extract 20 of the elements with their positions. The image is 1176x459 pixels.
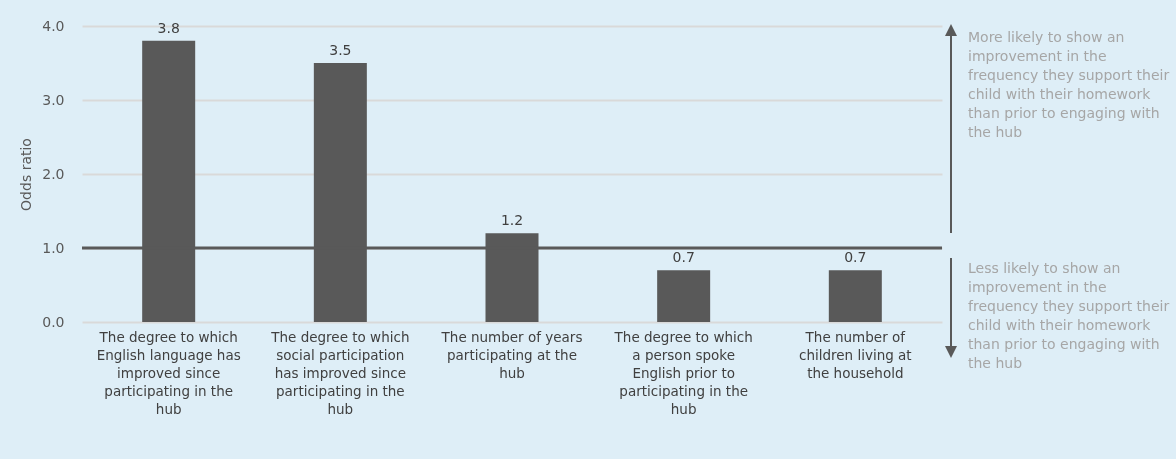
y-tick-label: 3.0 [42, 91, 65, 108]
x-tick-label: The degree to which English language has improved since participating in the hub [96, 328, 241, 417]
x-tick-label: The number of children living at the household [798, 328, 912, 381]
x-tick-label: The degree to which social participation has improved since participating in the hub [270, 328, 410, 417]
data-label: 3.8 [157, 19, 180, 36]
text: Less likely to show an improvement in the frequency they support their child with their homework than prior to engaging with the hub [968, 259, 1171, 373]
x-tick-label: The number of years participating at the hub [440, 328, 583, 381]
x-tick-label: The degree to which a person spoke English prior to participating in the hub [613, 328, 753, 417]
y-axis-title: Odds ratio [18, 138, 35, 211]
y-tick-label: 0.0 [42, 313, 65, 330]
y-tick-label: 1.0 [42, 239, 65, 256]
y-tick-label: 4.0 [42, 17, 65, 34]
bar [657, 270, 711, 322]
y-tick-label: 2.0 [42, 165, 65, 182]
data-label: 1.2 [500, 212, 524, 229]
data-label: 3.5 [329, 42, 352, 58]
bar [828, 270, 882, 322]
data-label: 0.7 [672, 249, 695, 266]
data-label: 0.7 [844, 249, 867, 266]
text: More likely to show an improvement in the frequency they support their child with their homework than prior to engaging with the hub [968, 28, 1171, 142]
